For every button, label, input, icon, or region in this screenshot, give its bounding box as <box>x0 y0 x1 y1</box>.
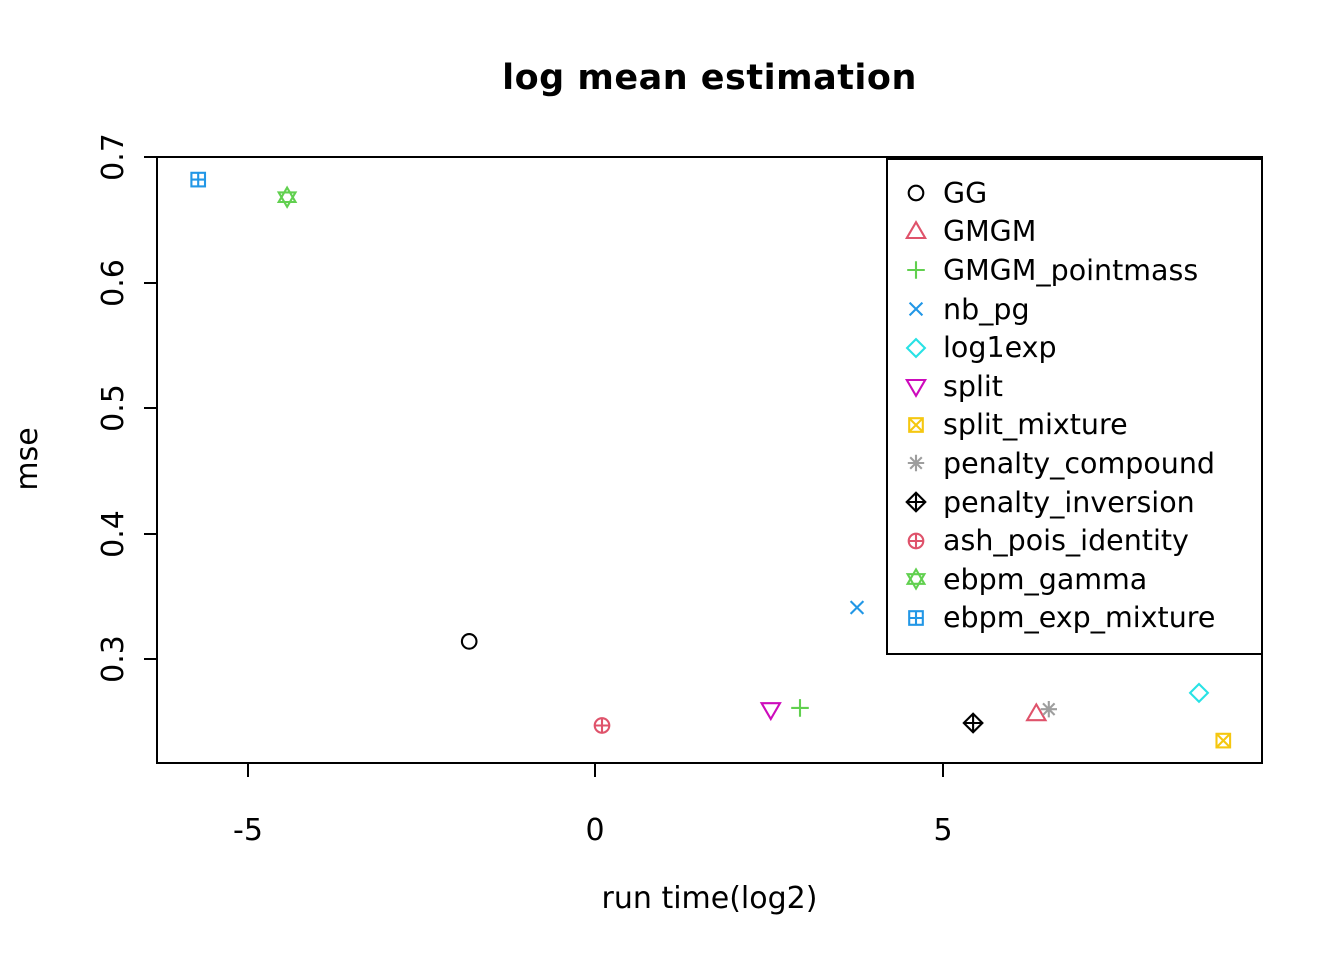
x-tick-label: 5 <box>933 813 953 848</box>
legend-label: penalty_compound <box>943 446 1215 480</box>
point-split <box>759 702 782 722</box>
diamond-plus-marker-icon <box>903 489 929 515</box>
diamond-marker-icon <box>903 335 929 361</box>
y-tick-label: 0.7 <box>96 133 131 181</box>
legend-label: ebpm_exp_mixture <box>943 601 1216 635</box>
y-tick-label: 0.4 <box>96 510 131 558</box>
asterisk-marker-icon <box>903 450 929 476</box>
y-tick-mark <box>144 282 157 284</box>
legend-item-ebpm_exp_mixture: ebpm_exp_mixture <box>888 599 1261 638</box>
chart-title: log mean estimation <box>502 58 917 98</box>
legend-item-split_mixture: split_mixture <box>888 406 1261 445</box>
point-log1exp <box>1188 682 1210 704</box>
legend-item-penalty_inversion: penalty_inversion <box>888 483 1261 522</box>
x-tick-mark <box>594 764 596 777</box>
y-tick-mark <box>144 658 157 660</box>
legend: GG GMGM GMGM_pointmass nb_pg log1exp <box>886 158 1263 655</box>
legend-item-ash_pois_identity: ash_pois_identity <box>888 521 1261 560</box>
point-penalty_compound <box>1040 701 1058 718</box>
plus-marker-icon <box>903 257 929 283</box>
point-GMGM_pointmass <box>791 699 809 717</box>
legend-label: split <box>943 369 1003 403</box>
y-tick-mark <box>144 156 157 158</box>
y-tick-mark <box>144 533 157 535</box>
point-nb_pg <box>849 600 865 615</box>
legend-item-split: split <box>888 367 1261 406</box>
point-GMGM <box>1025 702 1048 722</box>
y-axis-label: mse <box>10 427 45 491</box>
legend-label: ebpm_gamma <box>943 562 1148 596</box>
legend-item-GMGM: GMGM <box>888 213 1261 252</box>
legend-label: penalty_inversion <box>943 485 1195 519</box>
circle-marker-icon <box>903 180 929 206</box>
point-ash_pois_identity <box>593 717 611 734</box>
x-tick-mark <box>942 764 944 777</box>
square-x-marker-icon <box>903 412 929 438</box>
x-marker-icon <box>903 296 929 322</box>
legend-item-nb_pg: nb_pg <box>888 290 1261 329</box>
legend-label: GG <box>943 176 988 210</box>
square-plus-marker-icon <box>903 605 929 631</box>
x-tick-label: 0 <box>585 813 605 848</box>
legend-item-GMGM_pointmass: GMGM_pointmass <box>888 251 1261 290</box>
point-ebpm_gamma <box>276 185 298 209</box>
y-tick-label: 0.3 <box>96 635 131 683</box>
x-axis-label: run time(log2) <box>601 881 818 916</box>
legend-label: GMGM_pointmass <box>943 253 1199 287</box>
y-tick-label: 0.6 <box>96 259 131 307</box>
x-tick-label: -5 <box>233 813 263 848</box>
legend-label: nb_pg <box>943 292 1030 326</box>
point-penalty_inversion <box>962 712 984 734</box>
legend-item-log1exp: log1exp <box>888 328 1261 367</box>
legend-label: log1exp <box>943 331 1057 365</box>
y-tick-label: 0.5 <box>96 384 131 432</box>
legend-item-ebpm_gamma: ebpm_gamma <box>888 560 1261 599</box>
point-ebpm_exp_mixture <box>190 171 207 188</box>
triangle-down-marker-icon <box>903 373 929 399</box>
legend-item-penalty_compound: penalty_compound <box>888 444 1261 483</box>
legend-label: ash_pois_identity <box>943 524 1189 558</box>
circle-plus-marker-icon <box>903 528 929 554</box>
legend-item-GG: GG <box>888 174 1261 213</box>
legend-label: split_mixture <box>943 408 1128 442</box>
y-tick-mark <box>144 407 157 409</box>
point-GG <box>460 633 478 650</box>
legend-label: GMGM <box>943 215 1037 249</box>
point-split_mixture <box>1215 732 1232 749</box>
x-tick-mark <box>247 764 249 777</box>
star-of-david-marker-icon <box>903 566 929 592</box>
triangle-up-marker-icon <box>903 219 929 245</box>
